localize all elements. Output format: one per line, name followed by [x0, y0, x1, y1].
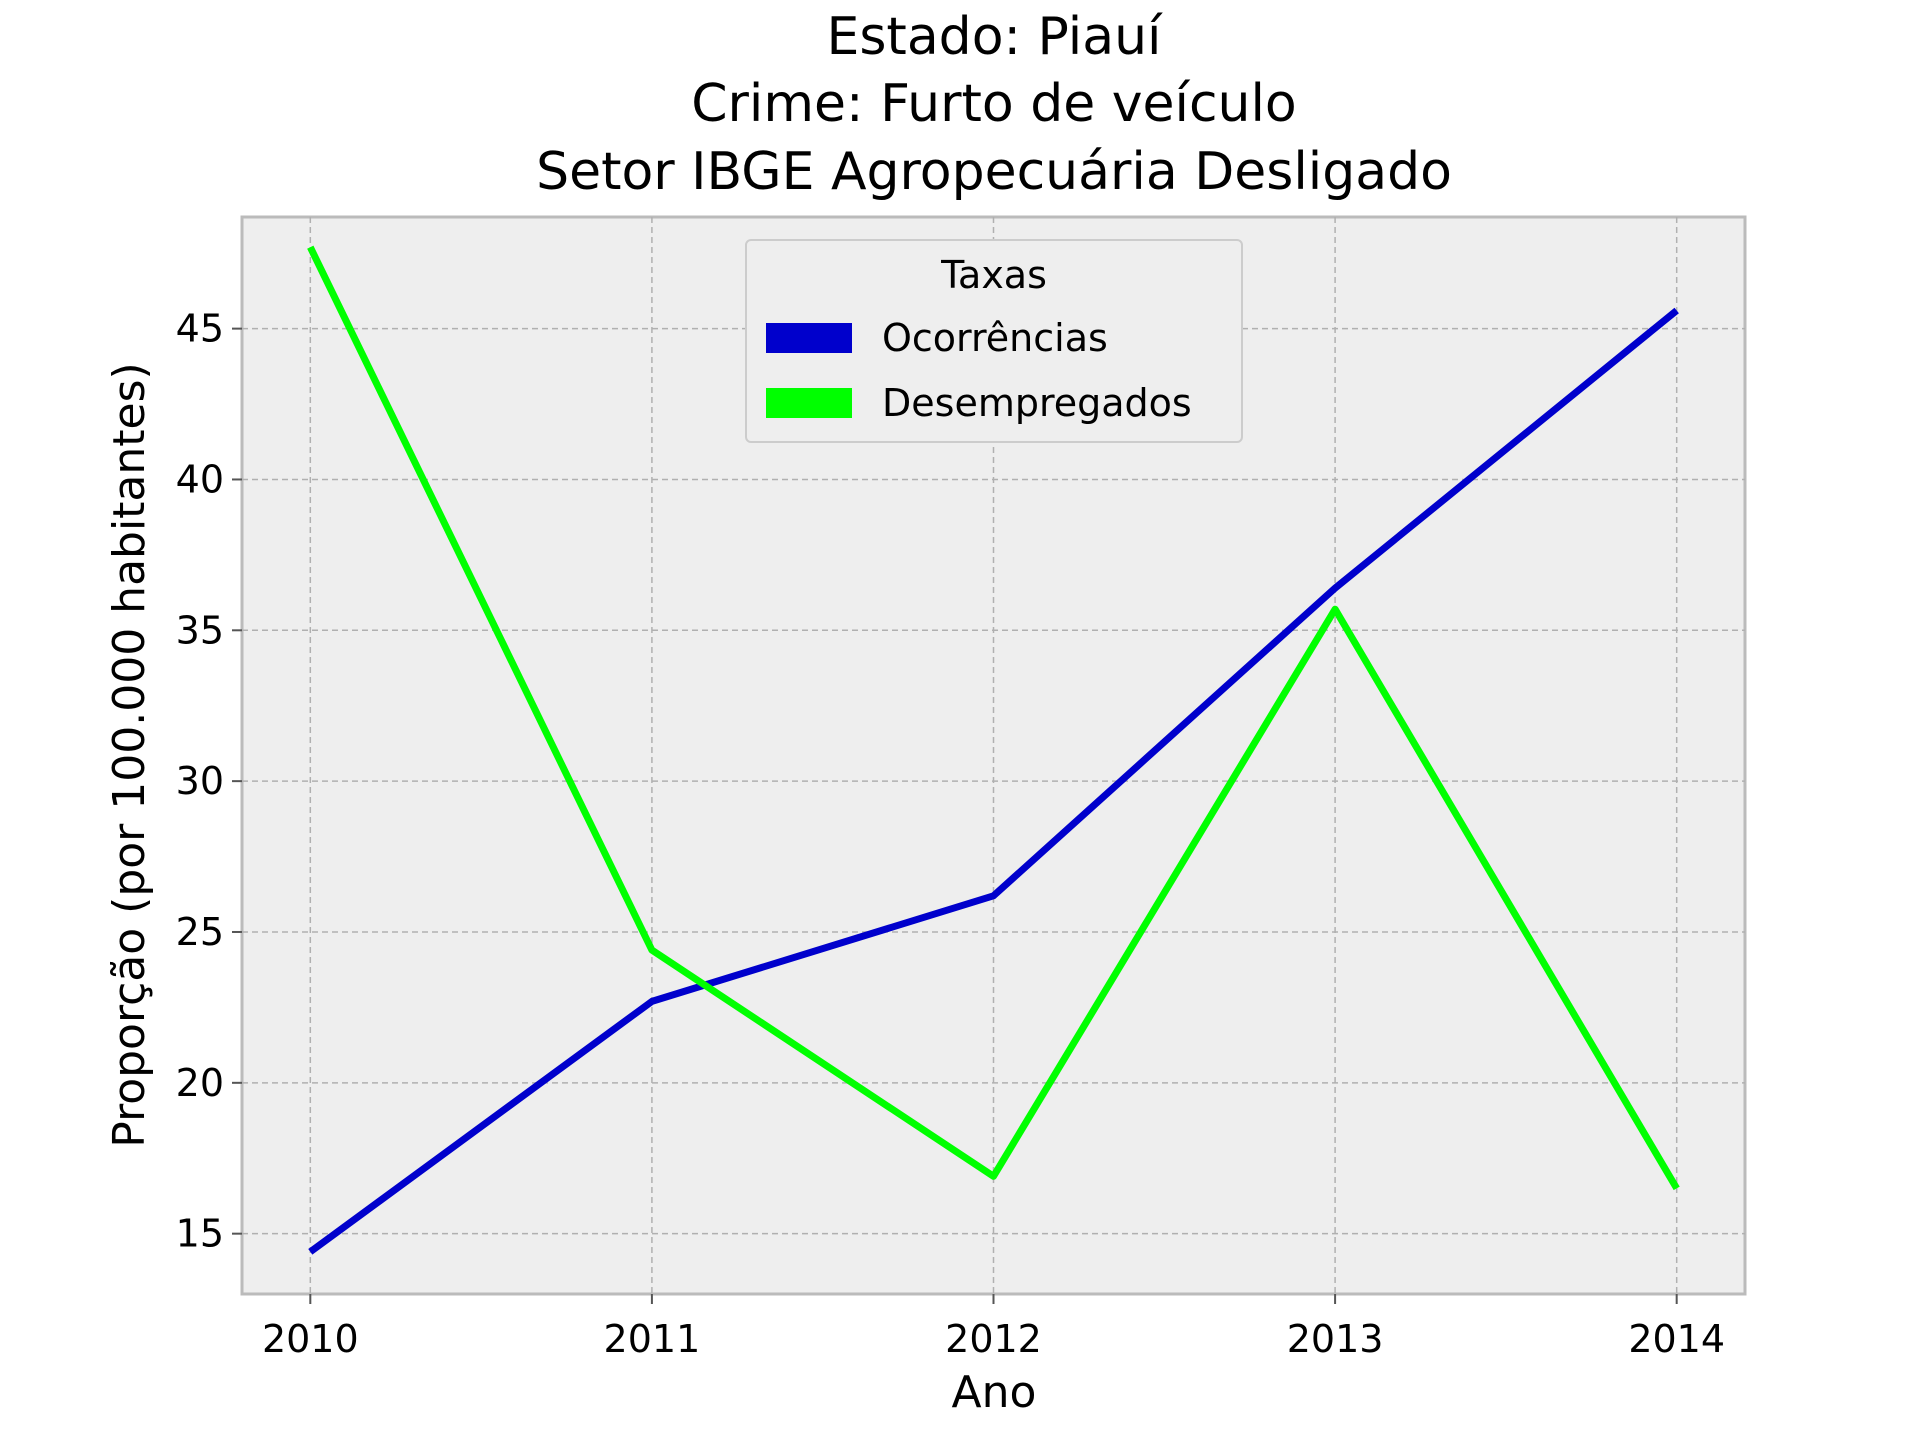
legend-label-desempregados: Desempregados	[882, 381, 1192, 425]
x-axis-ticks: 2010 2011 2012 2013 2014	[262, 1294, 1725, 1361]
y-tick-label: 40	[176, 457, 224, 501]
y-tick-label: 35	[176, 608, 224, 652]
y-tick-label: 15	[176, 1212, 224, 1256]
chart-title: Estado: Piauí Crime: Furto de veículo Se…	[536, 7, 1452, 202]
title-line-2: Crime: Furto de veículo	[691, 74, 1297, 134]
grid	[242, 217, 1745, 1294]
x-tick-label: 2013	[1287, 1317, 1384, 1361]
series-line-ocorrencias	[308, 307, 1679, 1255]
legend-title: Taxas	[940, 253, 1047, 297]
series-line-desempregados	[307, 245, 1680, 1191]
legend-swatch-desempregados	[766, 388, 852, 418]
legend: Taxas Ocorrências Desempregados	[745, 239, 1243, 443]
legend-box	[745, 239, 1243, 443]
legend-label-ocorrencias: Ocorrências	[882, 316, 1108, 360]
x-axis-label: Ano	[952, 1367, 1037, 1418]
y-axis-ticks: 15 20 25 30 35 40 45	[176, 307, 242, 1256]
x-tick-label: 2011	[604, 1317, 701, 1361]
y-tick-label: 25	[176, 910, 224, 954]
title-line-1: Estado: Piauí	[826, 7, 1163, 67]
x-tick-label: 2014	[1628, 1317, 1725, 1361]
x-tick-label: 2012	[945, 1317, 1042, 1361]
x-tick-label: 2010	[262, 1317, 359, 1361]
y-axis-label: Proporção (por 100.000 habitantes)	[104, 362, 155, 1147]
y-tick-label: 20	[176, 1061, 224, 1105]
y-tick-label: 45	[176, 307, 224, 351]
legend-swatch-ocorrencias	[766, 323, 852, 353]
y-tick-label: 30	[176, 759, 224, 803]
series-lines	[307, 245, 1680, 1255]
title-line-3: Setor IBGE Agropecuária Desligado	[536, 142, 1452, 202]
